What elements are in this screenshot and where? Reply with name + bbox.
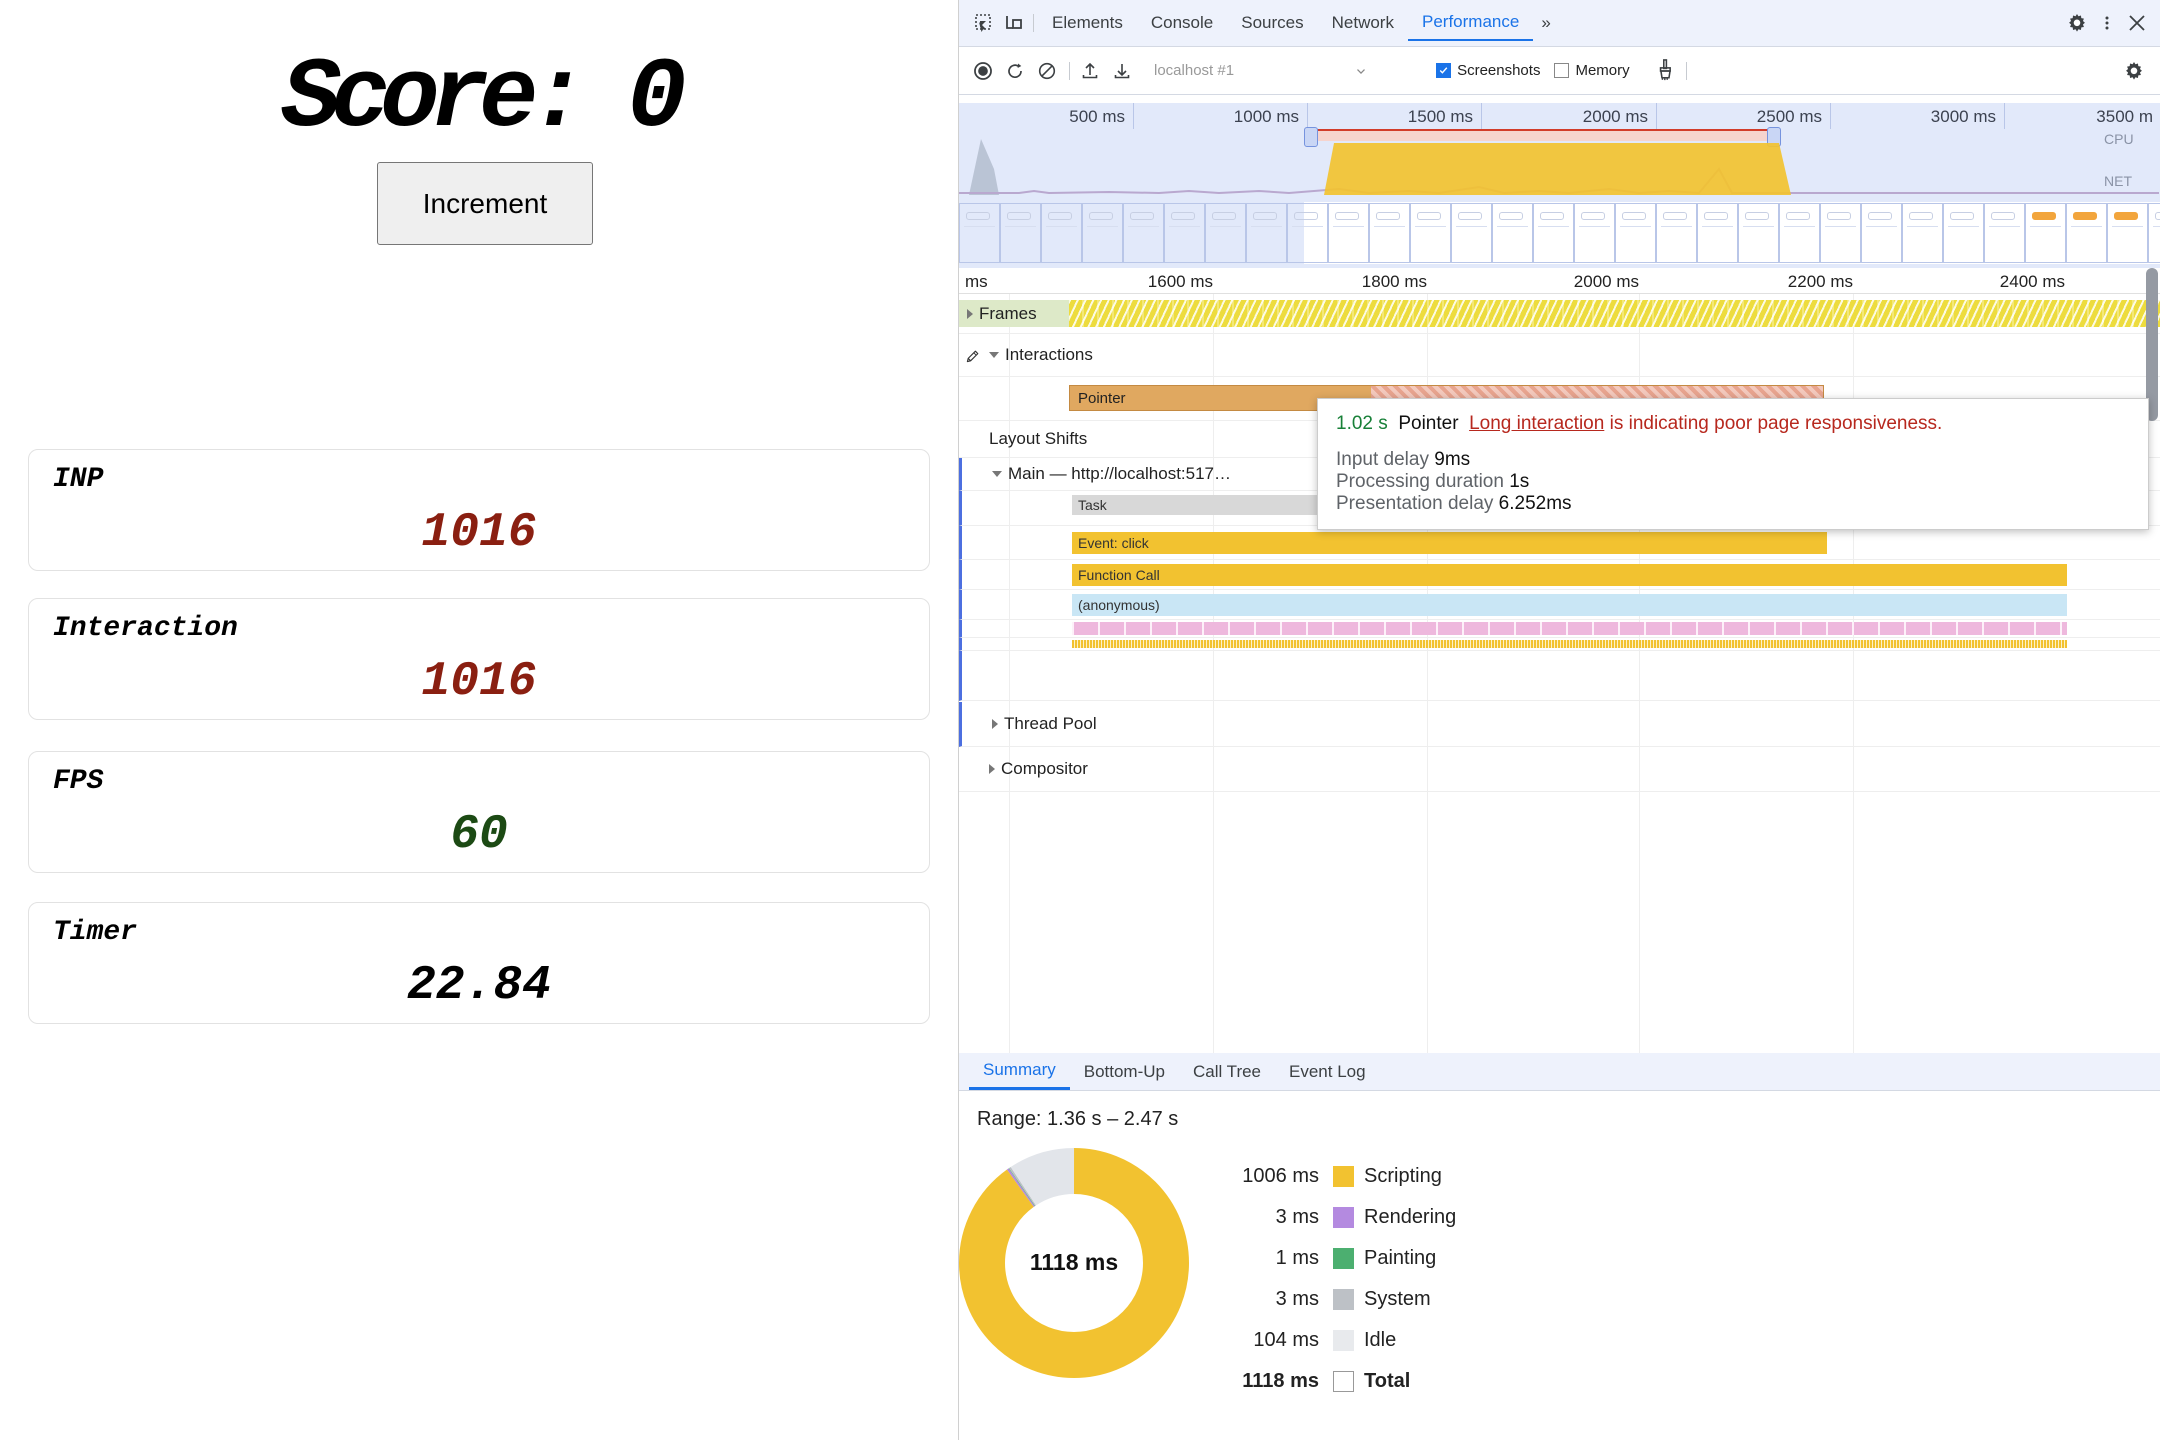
svg-text:1118 ms: 1118 ms: [1030, 1249, 1118, 1275]
